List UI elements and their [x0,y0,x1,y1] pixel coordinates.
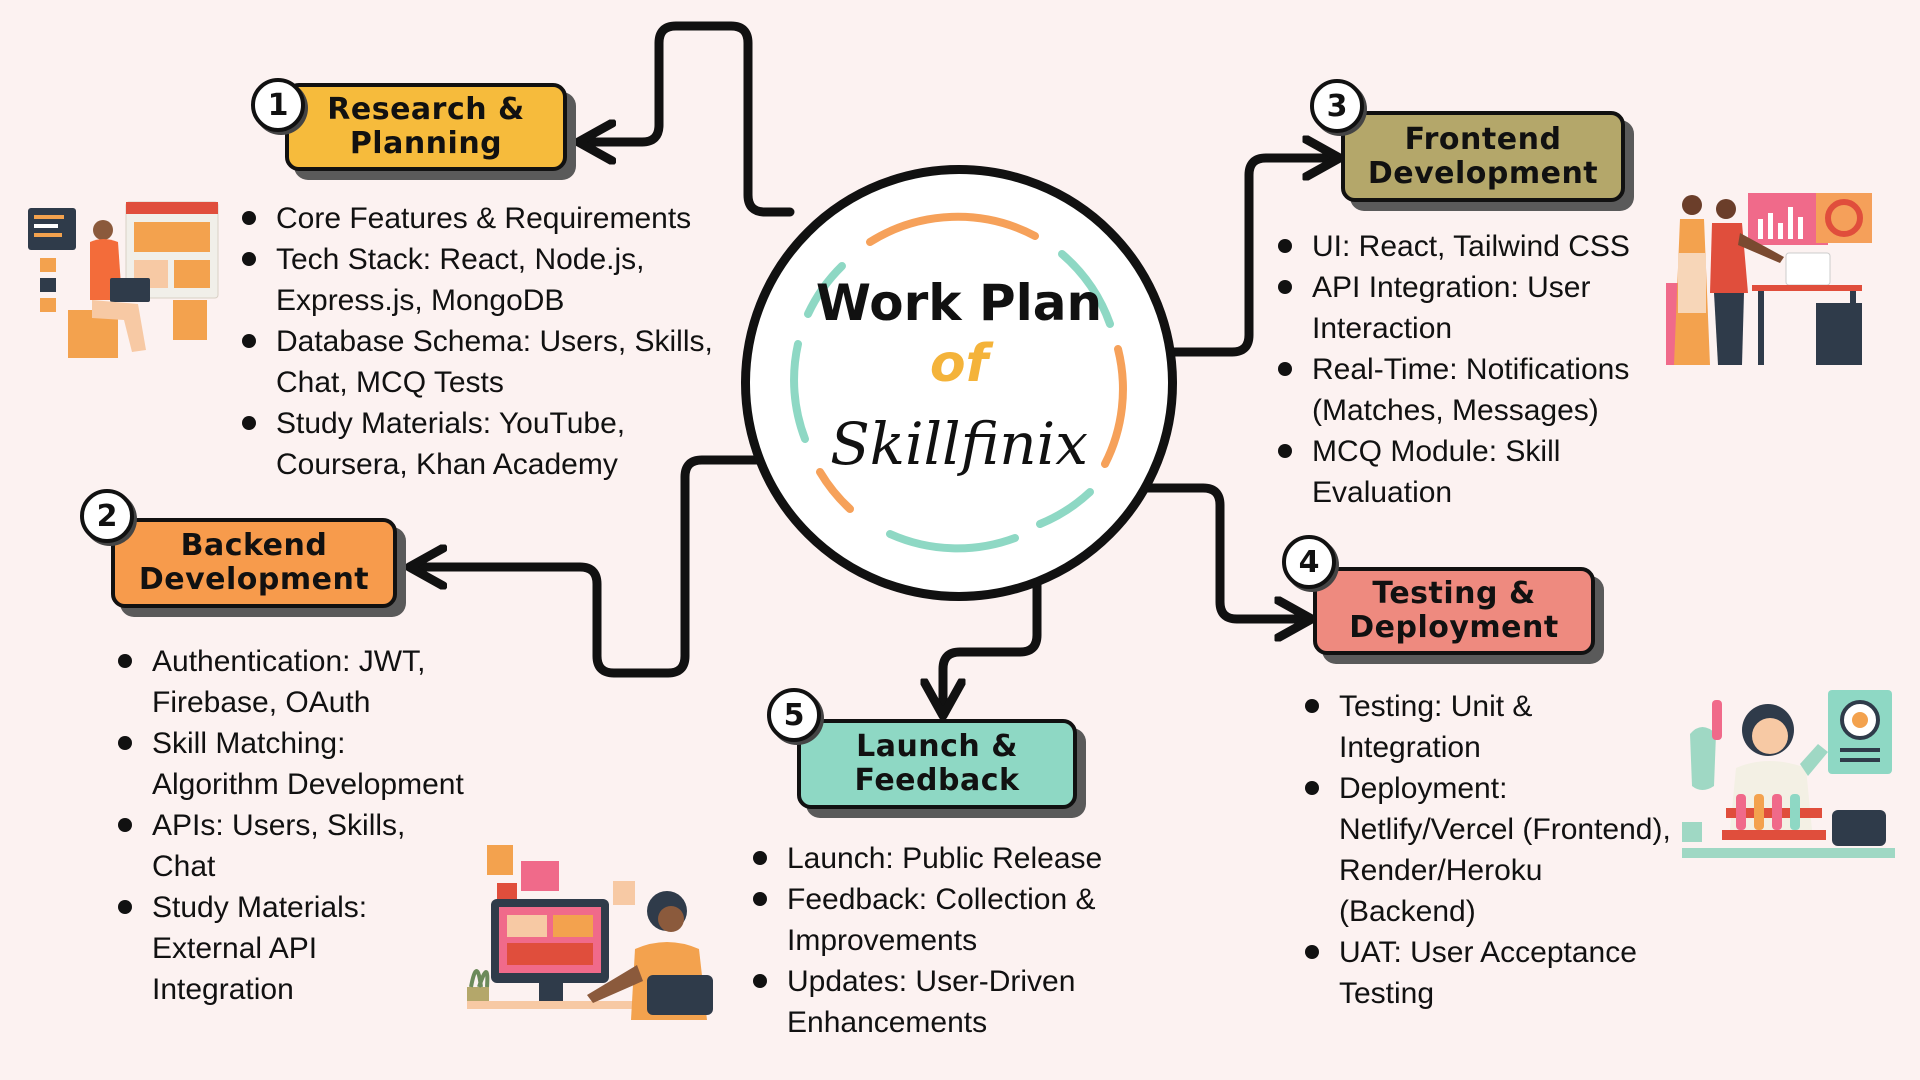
list-item: Real-Time: Notifications (Matches, Messa… [1276,349,1696,431]
stage-3-number: 3 [1326,88,1348,124]
hub-title: Work Plan [815,274,1103,332]
list-item: Database Schema: Users, Skills, Chat, MC… [240,321,740,403]
stage-5-list: Launch: Public Release Feedback: Collect… [751,838,1151,1043]
list-item: Core Features & Requirements [240,198,740,239]
list-item: Study Materials: External API Integratio… [116,887,466,1010]
stage-3-title: Frontend Development [1367,121,1599,191]
person-laptop-illustration [28,201,219,358]
stage-4-number-badge: 4 [1282,535,1336,589]
stage-1-title: Research & Planning [327,92,525,161]
list-item: Updates: User-Driven Enhancements [751,961,1151,1043]
stage-4-box: Testing & Deployment [1313,567,1595,655]
stage-1-list: Core Features & Requirements Tech Stack:… [240,198,740,485]
scientist-lab-illustration [1682,690,1895,858]
stage-4-list: Testing: Unit & Integration Deployment: … [1303,686,1673,1014]
stage-1-number-badge: 1 [251,78,305,132]
arrow-to-stage-2 [413,455,775,678]
list-item: UI: React, Tailwind CSS [1276,226,1696,267]
stage-4-title: Testing & Deployment [1349,576,1559,645]
stage-2-number-badge: 2 [80,489,134,543]
stage-2-list: Authentication: JWT, Firebase, OAuth Ski… [116,641,466,1010]
stage-3-list: UI: React, Tailwind CSS API Integration:… [1276,226,1696,513]
decorative-ring [790,212,1127,553]
arrow-to-stage-1 [582,21,795,217]
stage-3-box: Frontend Development [1341,111,1625,202]
list-item: Authentication: JWT, Firebase, OAuth [116,641,466,723]
central-hub: Work Plan of Skillfinix [741,165,1177,601]
stage-5-number: 5 [783,697,805,733]
stage-1-number: 1 [267,87,289,123]
hub-brand: Skillfinix [830,410,1088,478]
list-item: MCQ Module: Skill Evaluation [1276,431,1696,513]
list-item: Launch: Public Release [751,838,1151,879]
list-item: Tech Stack: React, Node.js, Express.js, … [240,239,740,321]
arrow-to-stage-4 [1117,483,1308,619]
stage-5-number-badge: 5 [767,688,821,742]
stage-5-box: Launch & Feedback [797,719,1077,809]
stage-5-title: Launch & Feedback [854,729,1020,798]
list-item: Deployment: Netlify/Vercel (Frontend), R… [1303,768,1673,932]
list-item: Study Materials: YouTube, Coursera, Khan… [240,403,740,485]
list-item: UAT: User Acceptance Testing [1303,932,1673,1014]
stage-3-number-badge: 3 [1310,79,1364,133]
stage-2-number: 2 [96,498,118,534]
stage-2-title: Backend Development [138,528,370,597]
stage-4-number: 4 [1298,544,1320,580]
hub-of: of [929,334,989,394]
list-item: Testing: Unit & Integration [1303,686,1673,768]
list-item: Skill Matching: Algorithm Development [116,723,466,805]
desk-computer-illustration [467,845,713,1020]
stage-1-box: Research & Planning [285,83,567,171]
list-item: APIs: Users, Skills, Chat [116,805,466,887]
presentation-team-illustration [1666,193,1872,365]
list-item: Feedback: Collection & Improvements [751,879,1151,961]
list-item: API Integration: User Interaction [1276,267,1696,349]
stage-2-box: Backend Development [111,518,397,608]
arrow-to-stage-3 [1167,158,1336,357]
